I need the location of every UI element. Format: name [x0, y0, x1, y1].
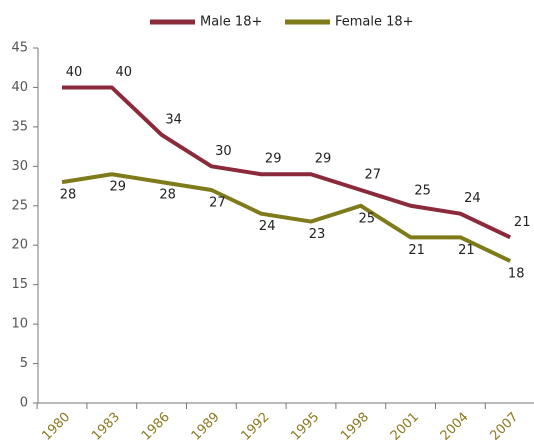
data-label: 27	[209, 196, 226, 211]
y-tick-label: 40	[11, 80, 28, 95]
data-label: 21	[408, 243, 425, 258]
data-label: 23	[309, 227, 326, 242]
x-tick-label: 2001	[388, 410, 422, 443]
y-tick-label: 5	[20, 356, 28, 371]
data-label: 27	[365, 168, 382, 183]
y-tick-label: 25	[11, 198, 28, 213]
series-line	[62, 85, 512, 240]
x-tick-label: 1980	[39, 410, 73, 443]
data-label: 29	[265, 152, 282, 167]
x-tick-label: 1998	[338, 410, 372, 443]
y-tick-label: 20	[11, 238, 28, 253]
data-label: 24	[259, 219, 276, 234]
data-label: 29	[110, 180, 127, 195]
data-label: 18	[508, 267, 525, 282]
x-tick-label: 1986	[139, 410, 173, 443]
series-line	[61, 172, 512, 263]
x-tick-label: 1983	[89, 410, 123, 443]
data-label: 28	[159, 188, 176, 203]
y-tick-label: 35	[11, 119, 28, 134]
x-tick-label: 2004	[438, 410, 472, 443]
legend-label: Female 18+	[335, 15, 414, 30]
data-label: 30	[215, 144, 232, 159]
legend-label: Male 18+	[200, 15, 262, 30]
x-tick-label: 1995	[288, 410, 322, 443]
x-tick-label: 1989	[189, 410, 223, 443]
data-label: 40	[66, 65, 83, 80]
x-tick-label: 2007	[487, 410, 521, 443]
data-label: 21	[514, 215, 531, 230]
data-label: 24	[464, 191, 481, 206]
y-tick-label: 45	[11, 41, 28, 56]
data-label: 25	[359, 211, 376, 226]
data-label: 21	[458, 243, 475, 258]
data-label: 34	[165, 112, 182, 127]
data-label: 40	[116, 65, 133, 80]
data-label: 29	[315, 152, 332, 167]
y-tick-label: 30	[11, 159, 28, 174]
data-label: 25	[414, 183, 431, 198]
x-tick-label: 1992	[238, 410, 272, 443]
y-tick-label: 10	[11, 317, 28, 332]
y-tick-label: 15	[11, 277, 28, 292]
y-tick-label: 0	[20, 396, 28, 411]
data-label: 28	[60, 188, 77, 203]
